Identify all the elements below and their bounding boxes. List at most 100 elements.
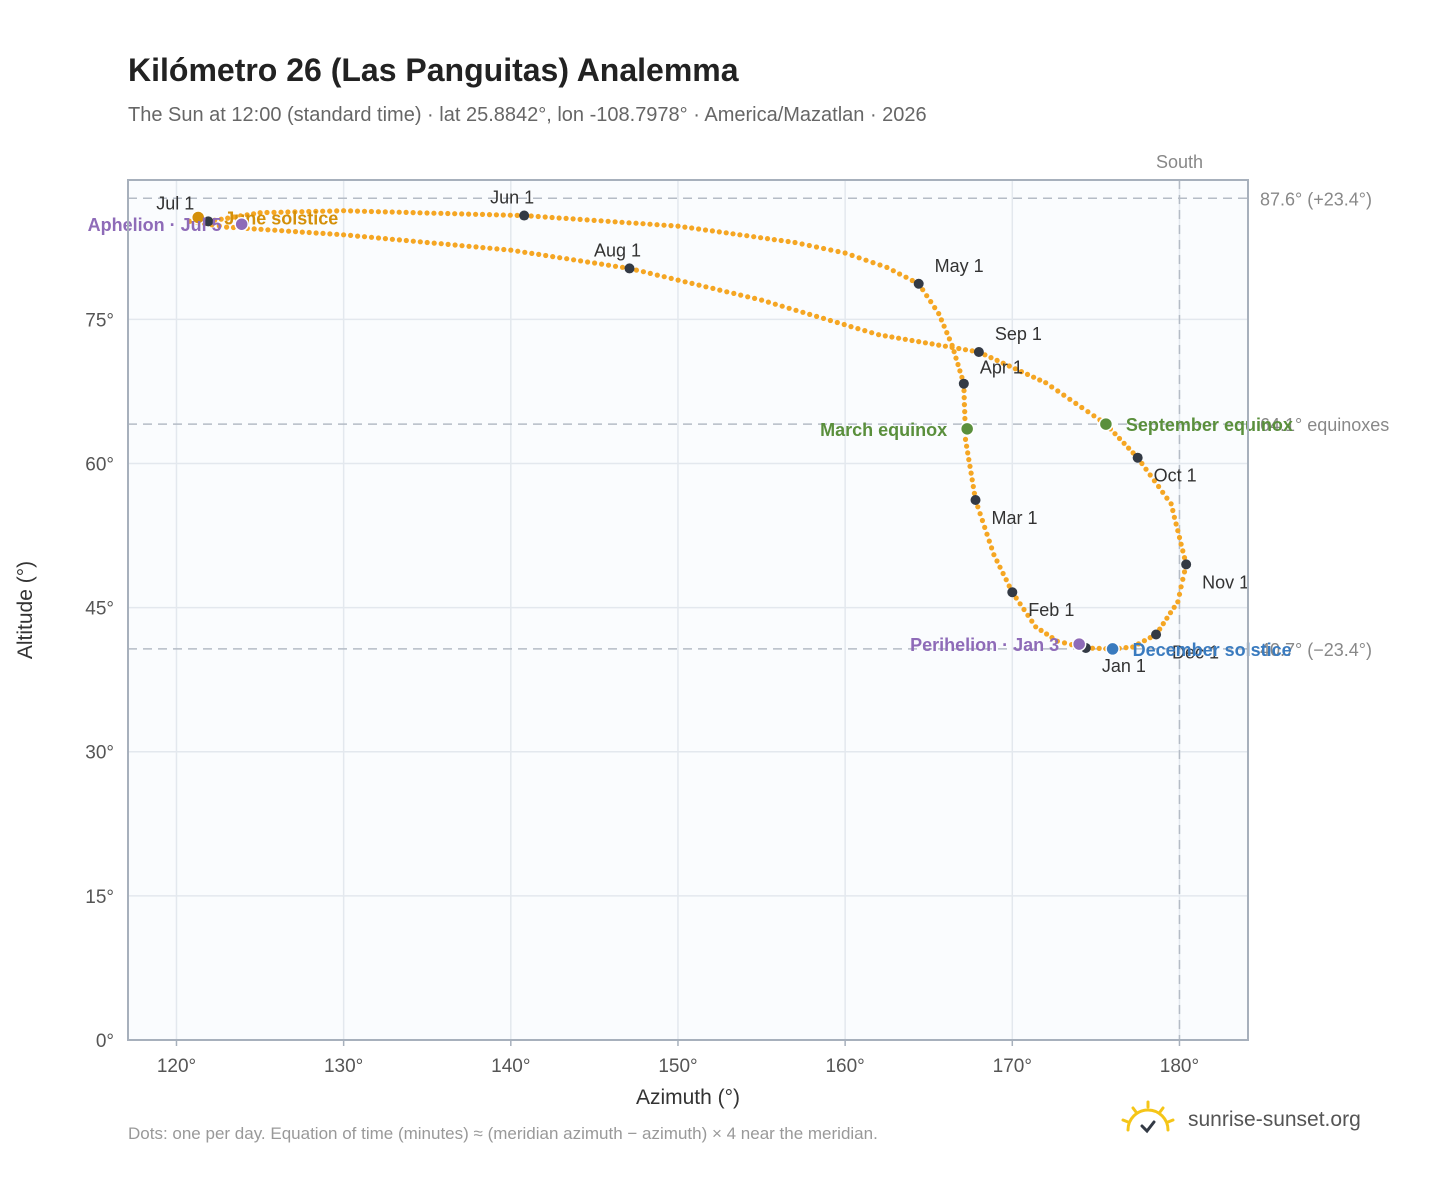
analemma-dot <box>438 210 444 216</box>
analemma-dot <box>570 216 576 222</box>
brand[interactable]: sunrise-sunset.org <box>1120 1100 1361 1140</box>
analemma-dot <box>716 229 722 235</box>
plot-area <box>128 180 1248 1040</box>
analemma-dot <box>212 217 218 223</box>
chart-title: Kilómetro 26 (Las Panguitas) Analemma <box>128 52 739 88</box>
event-marker-dot <box>1105 641 1120 657</box>
analemma-dot <box>896 335 902 341</box>
analemma-dot <box>354 208 361 214</box>
analemma-dot <box>862 328 868 334</box>
month-marker-label: Mar 1 <box>992 508 1038 528</box>
event-marker-dot <box>959 421 975 437</box>
analemma-dot <box>765 299 772 305</box>
analemma-dot <box>1135 641 1142 647</box>
analemma-dot <box>431 240 437 246</box>
analemma-dot <box>929 341 935 347</box>
analemma-dot <box>764 236 771 242</box>
x-tick-label: 120° <box>157 1056 196 1077</box>
analemma-dot <box>821 245 827 252</box>
analemma-dot <box>536 251 542 257</box>
analemma-dot <box>535 213 541 220</box>
analemma-dot <box>577 216 583 222</box>
analemma-dot <box>258 226 264 232</box>
event-marker-label: March equinox <box>820 420 947 440</box>
analemma-dot <box>1054 638 1060 644</box>
analemma-dot <box>982 524 988 531</box>
analemma-dot <box>1021 606 1027 613</box>
analemma-dot <box>962 415 968 422</box>
analemma-dot <box>473 244 479 250</box>
analemma-dot <box>942 343 949 349</box>
analemma-dot <box>1160 489 1166 495</box>
analemma-dot <box>264 209 270 216</box>
analemma-dot <box>382 236 388 242</box>
analemma-dot <box>744 233 750 239</box>
analemma-dot <box>1141 638 1147 644</box>
analemma-dot <box>1067 396 1073 402</box>
analemma-dot <box>1175 599 1181 605</box>
month-marker-label: Jan 1 <box>1102 656 1146 676</box>
analemma-dot <box>403 209 409 215</box>
analemma-dot <box>689 280 695 286</box>
analemma-dot <box>424 239 430 246</box>
axis-ticks: 120° 130° 140° 150° 160° 170° 180° 0° 15° 30° 45° 6… <box>85 310 1199 1077</box>
analemma-dot <box>1003 577 1009 583</box>
y-tick-label: 15° <box>85 887 114 908</box>
analemma-dot <box>1043 380 1049 386</box>
analemma-dot <box>759 297 765 303</box>
analemma-dot <box>902 336 908 342</box>
analemma-dot <box>970 483 976 490</box>
analemma-dot <box>979 517 986 524</box>
analemma-dot <box>778 237 784 244</box>
analemma-dot <box>1018 369 1024 375</box>
analemma-dot <box>989 545 995 551</box>
analemma-dot <box>313 208 319 214</box>
analemma-dot <box>928 299 934 305</box>
analemma-dot <box>216 223 222 229</box>
analemma-dot <box>355 233 361 239</box>
analemma-dot <box>557 255 563 261</box>
analemma-dot <box>745 294 751 300</box>
analemma-dot <box>647 221 653 227</box>
analemma-dot <box>1139 460 1145 467</box>
analemma-dot <box>417 239 423 245</box>
x-tick-label: 180° <box>1160 1056 1199 1077</box>
month-marker-dot <box>958 378 969 389</box>
month-marker-label: Nov 1 <box>1202 572 1249 592</box>
y-tick-label: 45° <box>85 599 114 620</box>
month-marker-label: Jun 1 <box>490 188 534 208</box>
analemma-dot <box>605 218 611 224</box>
analemma-dot <box>682 279 688 285</box>
event-marker-label: June solstice <box>224 208 338 228</box>
analemma-dot <box>675 223 681 229</box>
month-marker-label: Oct 1 <box>1154 466 1197 486</box>
analemma-dot <box>633 267 640 273</box>
plot-frame <box>127 179 1249 1041</box>
analemma-dot <box>806 242 812 249</box>
month-marker-label: Apr 1 <box>980 358 1023 378</box>
analemma-dot <box>953 355 959 361</box>
analemma-dot <box>702 227 709 233</box>
analemma-dot <box>1156 483 1162 490</box>
analemma-dot <box>654 272 660 278</box>
analemma-dot <box>473 211 479 217</box>
analemma-dot <box>966 457 972 463</box>
analemma-dot <box>903 274 909 280</box>
reference-line-label: 40.7° (−23.4°) <box>1260 640 1372 660</box>
analemma-dot <box>445 241 451 247</box>
analemma-dot <box>955 361 961 368</box>
analemma-dot <box>265 227 271 233</box>
analemma-dot <box>251 226 257 232</box>
analemma-dot <box>1073 400 1079 406</box>
analemma-dot <box>285 209 291 215</box>
analemma-dot <box>969 477 975 483</box>
analemma-dot <box>486 212 493 218</box>
analemma-dot <box>410 238 416 244</box>
analemma-dot <box>1123 645 1129 651</box>
analemma-dot <box>682 224 688 230</box>
analemma-dot <box>661 222 667 228</box>
analemma-dot <box>965 450 971 456</box>
analemma-dot <box>1147 472 1153 478</box>
analemma-dot <box>327 231 333 237</box>
analemma-dot <box>1178 584 1184 590</box>
